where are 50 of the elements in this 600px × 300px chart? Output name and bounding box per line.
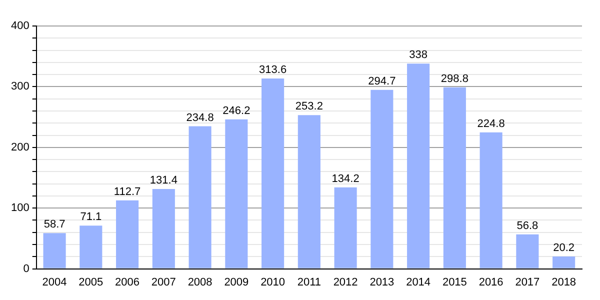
- x-tick-label: 2015: [442, 276, 467, 288]
- bar: [152, 189, 175, 268]
- x-tick-label: 2007: [151, 276, 176, 288]
- x-tick-label: 2010: [260, 276, 286, 288]
- data-label: 112.7: [114, 186, 141, 198]
- data-label: 71.1: [80, 211, 102, 224]
- data-label: 313.6: [259, 64, 287, 76]
- data-label: 246.2: [222, 104, 250, 117]
- x-tick-label: 2006: [115, 276, 140, 288]
- x-tick-label: 2018: [552, 276, 576, 288]
- x-tick-label: 2009: [224, 276, 249, 288]
- data-label: 131.4: [150, 174, 178, 187]
- bar: [225, 119, 248, 268]
- data-label: 224.8: [477, 118, 505, 130]
- bar: [116, 200, 139, 268]
- x-tick-label: 2016: [478, 276, 504, 288]
- data-label: 294.7: [368, 75, 396, 88]
- bar: [370, 90, 394, 268]
- y-tick-label: 300: [10, 80, 30, 93]
- x-tick-label: 2017: [515, 276, 540, 288]
- y-tick-label: 400: [10, 20, 30, 32]
- bar: [188, 126, 212, 268]
- x-tick-label: 2013: [370, 276, 394, 288]
- bar: [407, 64, 430, 268]
- data-label: 134.2: [332, 172, 360, 185]
- data-label: 234.8: [186, 112, 214, 124]
- data-label: 338: [409, 49, 428, 62]
- data-label: 58.7: [44, 218, 66, 231]
- bar: [262, 78, 284, 268]
- y-tick-label: 100: [10, 202, 30, 214]
- data-label: 56.8: [516, 220, 538, 232]
- bar: [552, 256, 576, 268]
- bar: [516, 234, 539, 268]
- x-tick-label: 2005: [78, 276, 104, 288]
- x-tick-label: 2004: [42, 276, 67, 288]
- x-tick-label: 2011: [297, 276, 322, 288]
- x-tick-label: 2012: [333, 276, 358, 288]
- data-label: 253.2: [295, 100, 323, 113]
- y-tick-label: 200: [10, 141, 30, 154]
- bar: [480, 132, 502, 268]
- bar: [334, 187, 357, 268]
- bar: [298, 115, 320, 268]
- y-tick-label: 0: [23, 262, 30, 275]
- data-label: 298.8: [440, 72, 468, 85]
- data-label: 20.2: [553, 242, 575, 254]
- x-tick-label: 2008: [188, 276, 212, 288]
- x-tick-label: 2014: [406, 276, 431, 288]
- bar: [43, 233, 66, 268]
- bar: [443, 87, 466, 268]
- bar: [80, 226, 102, 268]
